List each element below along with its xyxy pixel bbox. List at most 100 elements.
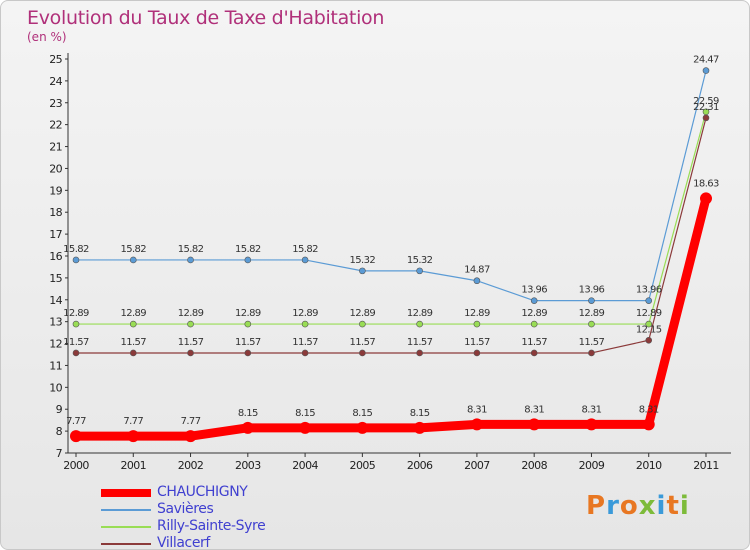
data-label-rilly-sainte-syre: 12.89: [407, 308, 433, 319]
x-tick-label: 2006: [407, 459, 433, 472]
data-label-savi-res: 15.32: [407, 255, 433, 266]
legend-label-chauchigny: CHAUCHIGNY: [157, 484, 248, 500]
data-point-chauchigny: [585, 418, 598, 431]
data-point-villacerf: [530, 349, 538, 357]
data-point-chauchigny: [241, 421, 254, 434]
y-tick-label: 24: [49, 75, 62, 88]
proxiti-logo: Proxiti: [586, 491, 690, 521]
data-label-rilly-sainte-syre: 12.89: [235, 308, 261, 319]
y-tick-label: 8: [56, 425, 63, 438]
data-label-rilly-sainte-syre: 12.89: [521, 308, 547, 319]
data-label-rilly-sainte-syre: 12.89: [178, 308, 204, 319]
data-label-savi-res: 13.96: [579, 285, 605, 296]
legend-swatch-villacerf: [101, 543, 151, 545]
data-point-villacerf: [702, 114, 710, 122]
data-label-chauchigny: 8.15: [352, 408, 372, 419]
legend-swatch-savieres: [101, 509, 151, 511]
data-label-rilly-sainte-syre: 12.89: [464, 308, 490, 319]
y-tick-label: 21: [49, 141, 62, 154]
x-tick-label: 2003: [235, 459, 261, 472]
data-label-chauchigny: 8.31: [467, 404, 487, 415]
data-point-chauchigny: [356, 421, 369, 434]
data-label-chauchigny: 8.31: [582, 404, 602, 415]
data-label-savi-res: 14.87: [464, 265, 490, 276]
data-point-villacerf: [645, 336, 653, 344]
y-tick-label: 17: [49, 228, 62, 241]
data-point-chauchigny: [413, 421, 426, 434]
logo-letter: o: [619, 491, 639, 521]
data-point-chauchigny: [127, 430, 140, 443]
chart-subtitle: (en %): [27, 30, 67, 44]
data-point-savi-res: [530, 297, 538, 304]
y-tick-label: 10: [49, 381, 62, 394]
data-label-villacerf: 11.57: [464, 337, 490, 348]
data-label-villacerf: 11.57: [579, 337, 605, 348]
x-tick-label: 2001: [120, 459, 146, 472]
x-tick-label: 2009: [579, 459, 605, 472]
legend-label-savieres: Savières: [157, 501, 214, 517]
data-label-chauchigny: 7.77: [66, 416, 86, 427]
y-tick-label: 9: [56, 403, 63, 416]
data-point-villacerf: [129, 349, 137, 357]
data-point-chauchigny: [299, 421, 312, 434]
logo-letter: P: [586, 491, 607, 521]
x-tick-label: 2004: [292, 459, 318, 472]
x-tick-label: 2005: [350, 459, 376, 472]
data-label-chauchigny: 8.31: [524, 404, 544, 415]
data-point-rilly-sainte-syre: [129, 320, 137, 328]
y-tick-label: 11: [49, 359, 62, 372]
data-point-villacerf: [244, 349, 252, 357]
data-label-savi-res: 15.82: [178, 244, 204, 255]
y-tick-label: 16: [49, 250, 62, 263]
data-point-villacerf: [416, 349, 423, 357]
x-tick-label: 2008: [521, 459, 547, 472]
data-label-villacerf: 11.57: [407, 337, 433, 348]
data-point-savi-res: [702, 67, 710, 74]
data-label-chauchigny: 7.77: [181, 416, 201, 427]
y-tick-label: 25: [49, 53, 62, 66]
data-label-savi-res: 15.32: [350, 255, 376, 266]
data-point-rilly-sainte-syre: [645, 320, 653, 328]
data-label-savi-res: 15.82: [235, 244, 261, 255]
logo-letter: t: [666, 491, 680, 521]
x-tick-label: 2002: [178, 459, 204, 472]
y-tick-label: 19: [49, 184, 62, 197]
data-label-savi-res: 24.47: [693, 55, 719, 66]
data-point-chauchigny: [470, 418, 483, 431]
y-tick-label: 13: [49, 316, 62, 329]
data-label-villacerf: 11.57: [235, 337, 261, 348]
series-line-rilly-sainte-syre: [75, 111, 707, 325]
data-point-rilly-sainte-syre: [72, 320, 80, 328]
data-label-chauchigny: 8.15: [295, 408, 315, 419]
y-tick-label: 15: [49, 272, 62, 285]
data-label-rilly-sainte-syre: 12.89: [63, 308, 89, 319]
data-point-rilly-sainte-syre: [301, 320, 309, 328]
data-point-rilly-sainte-syre: [588, 320, 595, 328]
data-point-chauchigny: [642, 418, 655, 431]
data-point-rilly-sainte-syre: [244, 320, 252, 328]
data-label-chauchigny: 7.77: [123, 416, 143, 427]
legend-label-villacerf: Villacerf: [157, 535, 210, 550]
data-label-savi-res: 13.96: [636, 285, 662, 296]
x-tick-label: 2000: [63, 459, 89, 472]
data-label-rilly-sainte-syre: 12.89: [579, 308, 605, 319]
data-label-villacerf: 11.57: [63, 337, 89, 348]
series-line-chauchigny: [71, 193, 711, 441]
data-label-rilly-sainte-syre: 12.89: [120, 308, 146, 319]
data-label-savi-res: 15.82: [120, 244, 146, 255]
y-tick-label: 14: [49, 294, 62, 307]
data-point-savi-res: [187, 256, 194, 264]
data-label-rilly-sainte-syre: 12.89: [350, 308, 376, 319]
logo-letter: i: [656, 491, 667, 521]
data-point-savi-res: [129, 256, 137, 264]
data-point-savi-res: [301, 256, 309, 264]
series-line-savi-res: [75, 70, 707, 302]
data-point-villacerf: [359, 349, 366, 357]
data-point-savi-res: [72, 256, 80, 264]
logo-letter: r: [606, 491, 620, 521]
data-label-villacerf: 11.57: [350, 337, 376, 348]
data-point-villacerf: [187, 349, 194, 357]
x-tick-label: 2007: [464, 459, 490, 472]
data-label-chauchigny: 8.15: [238, 408, 258, 419]
